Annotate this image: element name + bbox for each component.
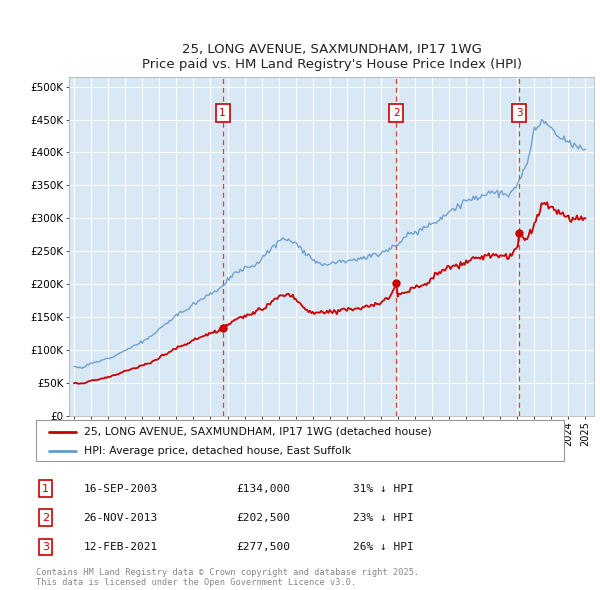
Text: 23% ↓ HPI: 23% ↓ HPI xyxy=(353,513,413,523)
Text: £277,500: £277,500 xyxy=(236,542,290,552)
Title: 25, LONG AVENUE, SAXMUNDHAM, IP17 1WG
Price paid vs. HM Land Registry's House Pr: 25, LONG AVENUE, SAXMUNDHAM, IP17 1WG Pr… xyxy=(142,44,521,71)
FancyBboxPatch shape xyxy=(36,420,564,461)
Text: 1: 1 xyxy=(219,108,226,118)
Text: 26% ↓ HPI: 26% ↓ HPI xyxy=(353,542,413,552)
Text: 2: 2 xyxy=(393,108,400,118)
Text: 3: 3 xyxy=(516,108,523,118)
Text: £134,000: £134,000 xyxy=(236,484,290,493)
Text: 3: 3 xyxy=(42,542,49,552)
Text: 2: 2 xyxy=(42,513,49,523)
Text: £202,500: £202,500 xyxy=(236,513,290,523)
Text: HPI: Average price, detached house, East Suffolk: HPI: Average price, detached house, East… xyxy=(83,445,350,455)
Text: 1: 1 xyxy=(42,484,49,493)
Text: 31% ↓ HPI: 31% ↓ HPI xyxy=(353,484,413,493)
Text: 26-NOV-2013: 26-NOV-2013 xyxy=(83,513,158,523)
Text: Contains HM Land Registry data © Crown copyright and database right 2025.
This d: Contains HM Land Registry data © Crown c… xyxy=(36,568,419,587)
Text: 16-SEP-2003: 16-SEP-2003 xyxy=(83,484,158,493)
Text: 12-FEB-2021: 12-FEB-2021 xyxy=(83,542,158,552)
Text: 25, LONG AVENUE, SAXMUNDHAM, IP17 1WG (detached house): 25, LONG AVENUE, SAXMUNDHAM, IP17 1WG (d… xyxy=(83,427,431,437)
